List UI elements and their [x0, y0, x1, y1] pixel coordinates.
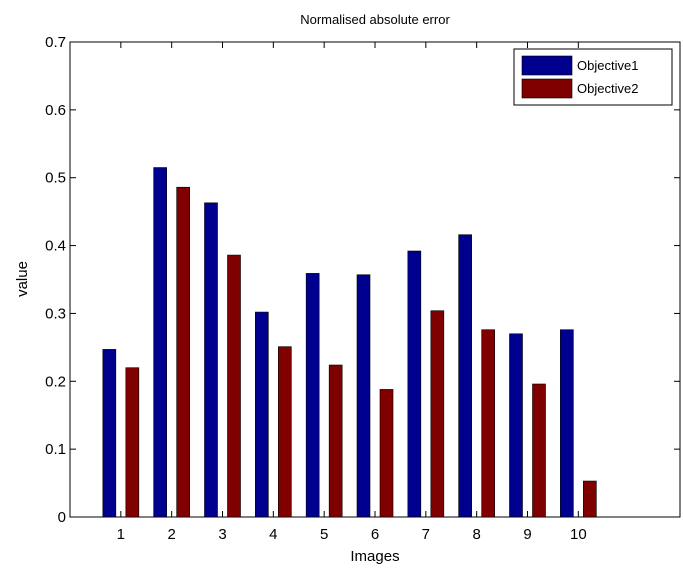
x-tick-label: 5 [320, 526, 328, 543]
y-tick-label: 0.6 [45, 102, 66, 119]
y-tick-label: 0.1 [45, 441, 66, 458]
chart-title: Normalised absolute error [300, 12, 450, 27]
y-tick-label: 0.3 [45, 305, 66, 322]
plot-area: 0 0.1 0.2 0.3 0.4 0.5 0.6 0.7 1 2 3 4 5 6 7 8 9 10 [45, 34, 681, 543]
y-axis-title: value [14, 261, 31, 297]
x-tick-label: 4 [269, 526, 277, 543]
legend-label-objective1: Objective1 [577, 58, 638, 73]
x-tick-label: 6 [371, 526, 379, 543]
bar-objective1-10 [560, 329, 574, 518]
bar-objective1-4 [255, 311, 269, 518]
y-tick-label: 0.2 [45, 373, 66, 390]
x-tick-label: 2 [167, 526, 175, 543]
legend-swatch-objective1 [521, 55, 573, 76]
bar-objective2-10 [583, 480, 597, 518]
bar-objective2-5 [328, 364, 343, 518]
x-axis-title: Images [350, 548, 399, 564]
bar-objective2-7 [430, 310, 445, 518]
bar-objective2-1 [125, 367, 140, 518]
bar-objective1-6 [356, 274, 371, 518]
x-tick-label: 10 [570, 526, 587, 543]
bar-objective1-1 [102, 349, 117, 518]
legend-swatch-objective2 [521, 78, 573, 99]
bar-objective2-8 [481, 329, 495, 518]
bar-objective1-3 [204, 202, 218, 518]
bar-objective1-2 [153, 167, 167, 518]
y-tick-label: 0.4 [45, 238, 66, 255]
bar-objective2-6 [379, 389, 394, 518]
bar-objective1-8 [458, 234, 472, 518]
plot-frame [69, 41, 681, 518]
bar-objective2-4 [278, 346, 292, 518]
x-tick-label: 9 [523, 526, 531, 543]
y-tick-label: 0.7 [45, 34, 66, 51]
bar-objective2-2 [176, 186, 190, 518]
y-tick-label: 0 [58, 509, 66, 526]
x-tick-label: 3 [218, 526, 226, 543]
x-tick-label: 1 [117, 526, 125, 543]
bar-objective1-7 [407, 250, 422, 518]
legend-label-objective2: Objective2 [577, 81, 638, 96]
bar-objective2-9 [532, 383, 546, 518]
bar-objective2-3 [227, 254, 241, 518]
bar-objective1-5 [305, 273, 320, 518]
x-tick-label: 7 [422, 526, 430, 543]
x-tick-label: 8 [472, 526, 480, 543]
bar-objective1-9 [509, 333, 523, 518]
y-tick-label: 0.5 [45, 170, 66, 187]
legend: Objective1 Objective2 [513, 48, 673, 106]
